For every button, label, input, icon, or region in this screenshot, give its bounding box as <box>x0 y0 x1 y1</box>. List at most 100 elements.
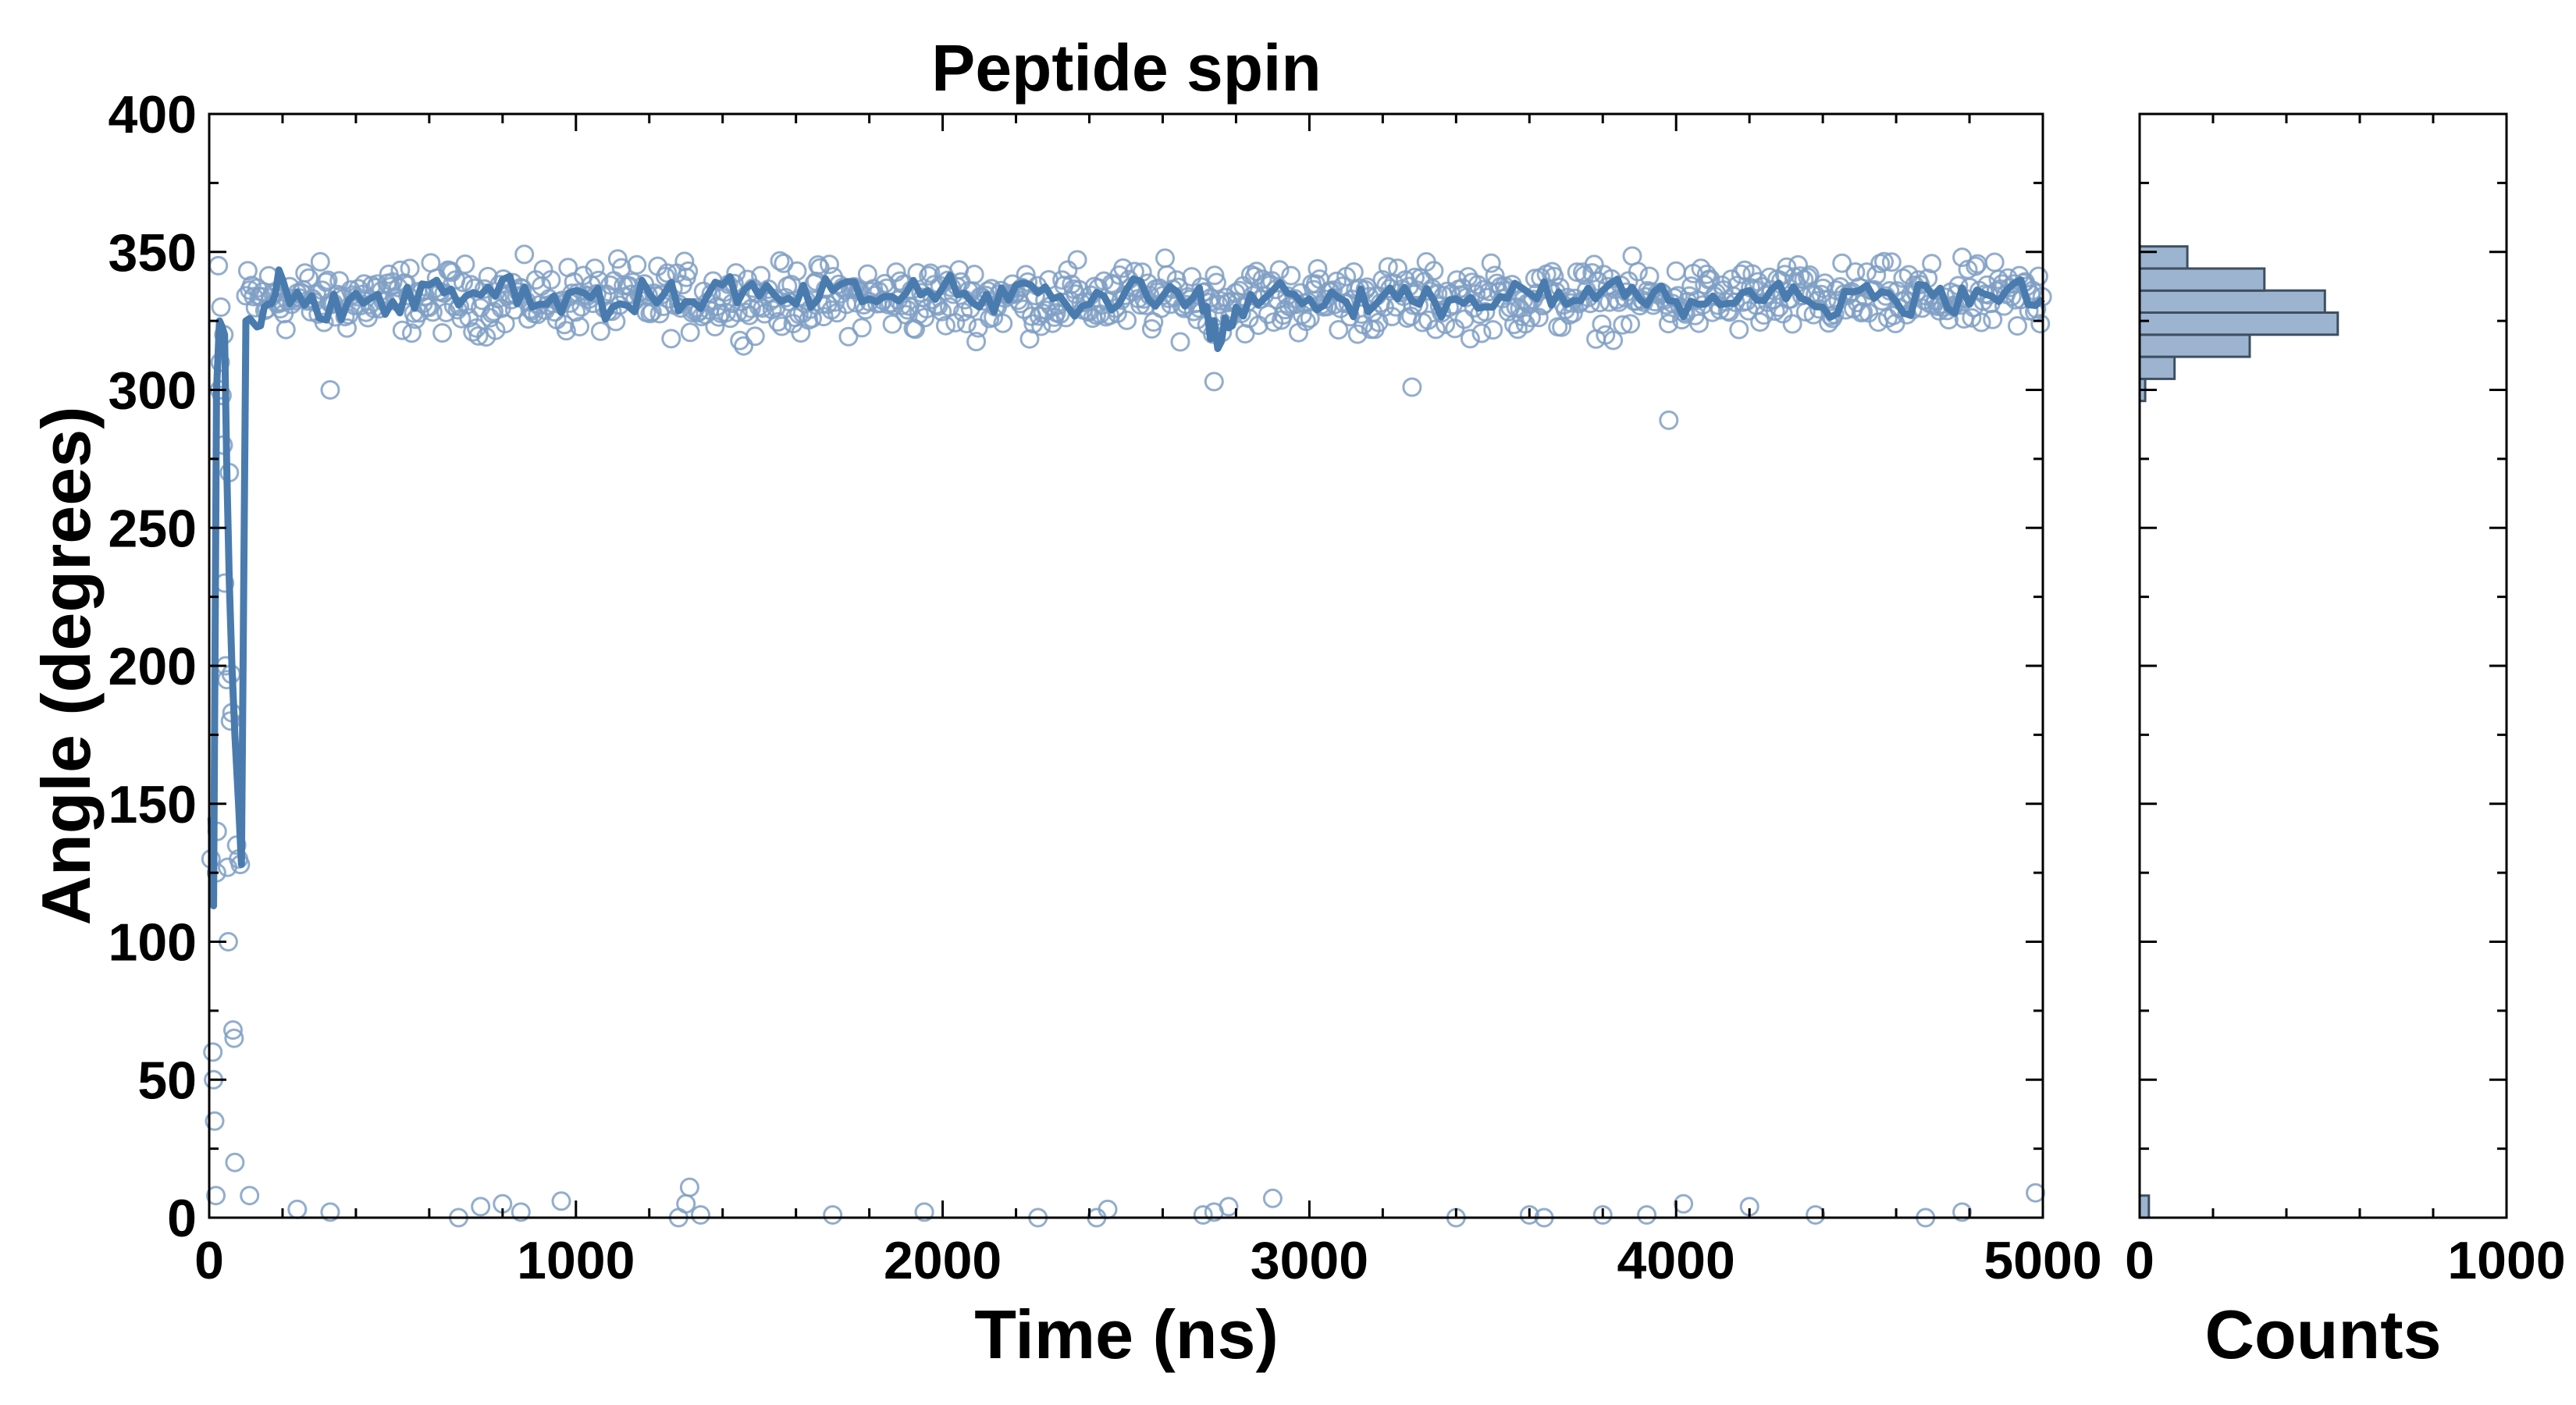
scatter-point <box>570 317 589 336</box>
scatter-point <box>915 308 935 328</box>
chart-title: Peptide spin <box>931 31 1321 105</box>
scatter-point <box>1460 329 1480 349</box>
scatter-point <box>1329 320 1349 340</box>
y-tick-label: 300 <box>109 361 197 421</box>
scatter-point <box>772 316 792 336</box>
scatter-point <box>671 298 691 318</box>
scatter-point <box>224 1028 244 1048</box>
scatter-point <box>1481 253 1501 273</box>
scatter-point <box>2030 314 2051 334</box>
scatter-point <box>1922 254 1942 274</box>
x-tick-label: 5000 <box>1984 1231 2101 1290</box>
scatter-point <box>1382 307 1402 326</box>
histogram-axis-ticks: 0 1000 <box>2125 112 2566 1290</box>
scatter-point <box>223 1020 243 1040</box>
scatter-point <box>1731 264 1751 284</box>
scatter-point <box>1544 266 1564 286</box>
scatter-point <box>1281 265 1301 286</box>
scatter-point <box>511 1202 531 1222</box>
scatter-point <box>1521 308 1541 328</box>
scatter-point <box>320 380 340 400</box>
scatter-point <box>1326 271 1347 291</box>
scatter-point <box>1790 266 1810 286</box>
hist-x-tick-label: 1000 <box>2447 1231 2565 1290</box>
scatter-point <box>1621 314 1641 334</box>
scatter-point <box>838 326 859 347</box>
scatter-point <box>211 297 231 317</box>
scatter-point <box>1248 315 1268 336</box>
scatter-point <box>1193 1205 1213 1225</box>
scatter-point <box>1857 262 1877 283</box>
scatter-point <box>914 1202 934 1222</box>
scatter-point <box>2028 266 2048 286</box>
scatter-point <box>691 1205 710 1225</box>
scatter-point <box>1483 320 1503 340</box>
histogram-bar <box>2138 289 2326 315</box>
scatter-point <box>402 323 422 343</box>
x-tick-label: 3000 <box>1251 1231 1368 1290</box>
scatter-point <box>1405 267 1425 287</box>
scatter-point <box>1347 324 1368 344</box>
y-tick-label: 400 <box>109 85 197 144</box>
scatter-point <box>679 1177 699 1197</box>
scatter-point <box>1782 314 1802 334</box>
scatter-point <box>310 251 330 272</box>
scatter-point <box>354 274 374 294</box>
scatter-point <box>208 255 229 276</box>
scatter-point <box>1603 330 1624 350</box>
scatter-point <box>1475 302 1496 322</box>
scatter-point <box>1204 372 1224 392</box>
scatter-point <box>1971 312 1991 333</box>
scatter-point <box>590 321 610 341</box>
histogram-x-axis-label: Counts <box>2204 1296 2441 1373</box>
scatter-point <box>823 1205 843 1225</box>
scatter-point <box>1689 313 1709 333</box>
scatter-point <box>1402 377 1422 397</box>
scatter-point <box>1519 1205 1539 1225</box>
scatter-point <box>678 261 699 281</box>
scatter-point <box>1984 252 2005 272</box>
scatter-point <box>455 254 475 274</box>
scatter-point <box>661 329 681 349</box>
scatter-point <box>809 258 830 278</box>
scatter-point <box>392 320 412 340</box>
scatter-point <box>1471 323 1492 343</box>
scatter-point <box>400 258 420 279</box>
histogram-data-layer <box>2138 245 2339 1219</box>
scatter-point <box>607 249 628 269</box>
scatter-point <box>680 322 700 343</box>
scatter-point <box>726 263 746 283</box>
scatter-point <box>318 270 338 290</box>
scatter-point <box>1296 311 1316 332</box>
x-tick-label: 0 <box>194 1231 224 1290</box>
scatter-point <box>1069 279 1090 300</box>
scatter-point <box>287 1199 308 1219</box>
scatter-point <box>419 297 439 318</box>
scatter-point <box>852 318 872 338</box>
scatter-point <box>1881 252 1902 272</box>
x-tick-label: 1000 <box>517 1231 635 1290</box>
histogram-bar <box>2138 1194 2151 1219</box>
y-tick-label: 200 <box>109 637 197 696</box>
scatter-point <box>1729 319 1749 340</box>
scatter-point <box>471 1197 491 1217</box>
scatter-point <box>968 318 988 338</box>
scatter-point <box>514 244 535 265</box>
main-data-layer <box>201 244 2052 1228</box>
scatter-point <box>1588 271 1608 291</box>
scatter-point <box>1262 1188 1283 1208</box>
scatter-point <box>1308 258 1328 279</box>
scatter-point <box>1204 265 1225 286</box>
scatter-point <box>787 261 807 281</box>
scatter-point <box>1637 1205 1657 1225</box>
scatter-point <box>2008 316 2027 336</box>
scatter-point <box>240 1186 260 1206</box>
scatter-point <box>1628 261 1648 282</box>
histogram-bar <box>2138 311 2339 336</box>
scatter-point <box>964 265 984 285</box>
scatter-point <box>1468 275 1488 295</box>
scatter-point <box>1674 1193 1694 1214</box>
scatter-point <box>203 1042 223 1062</box>
scatter-point <box>1962 308 1982 328</box>
histogram-panel: 0 1000 Counts <box>2125 112 2566 1373</box>
